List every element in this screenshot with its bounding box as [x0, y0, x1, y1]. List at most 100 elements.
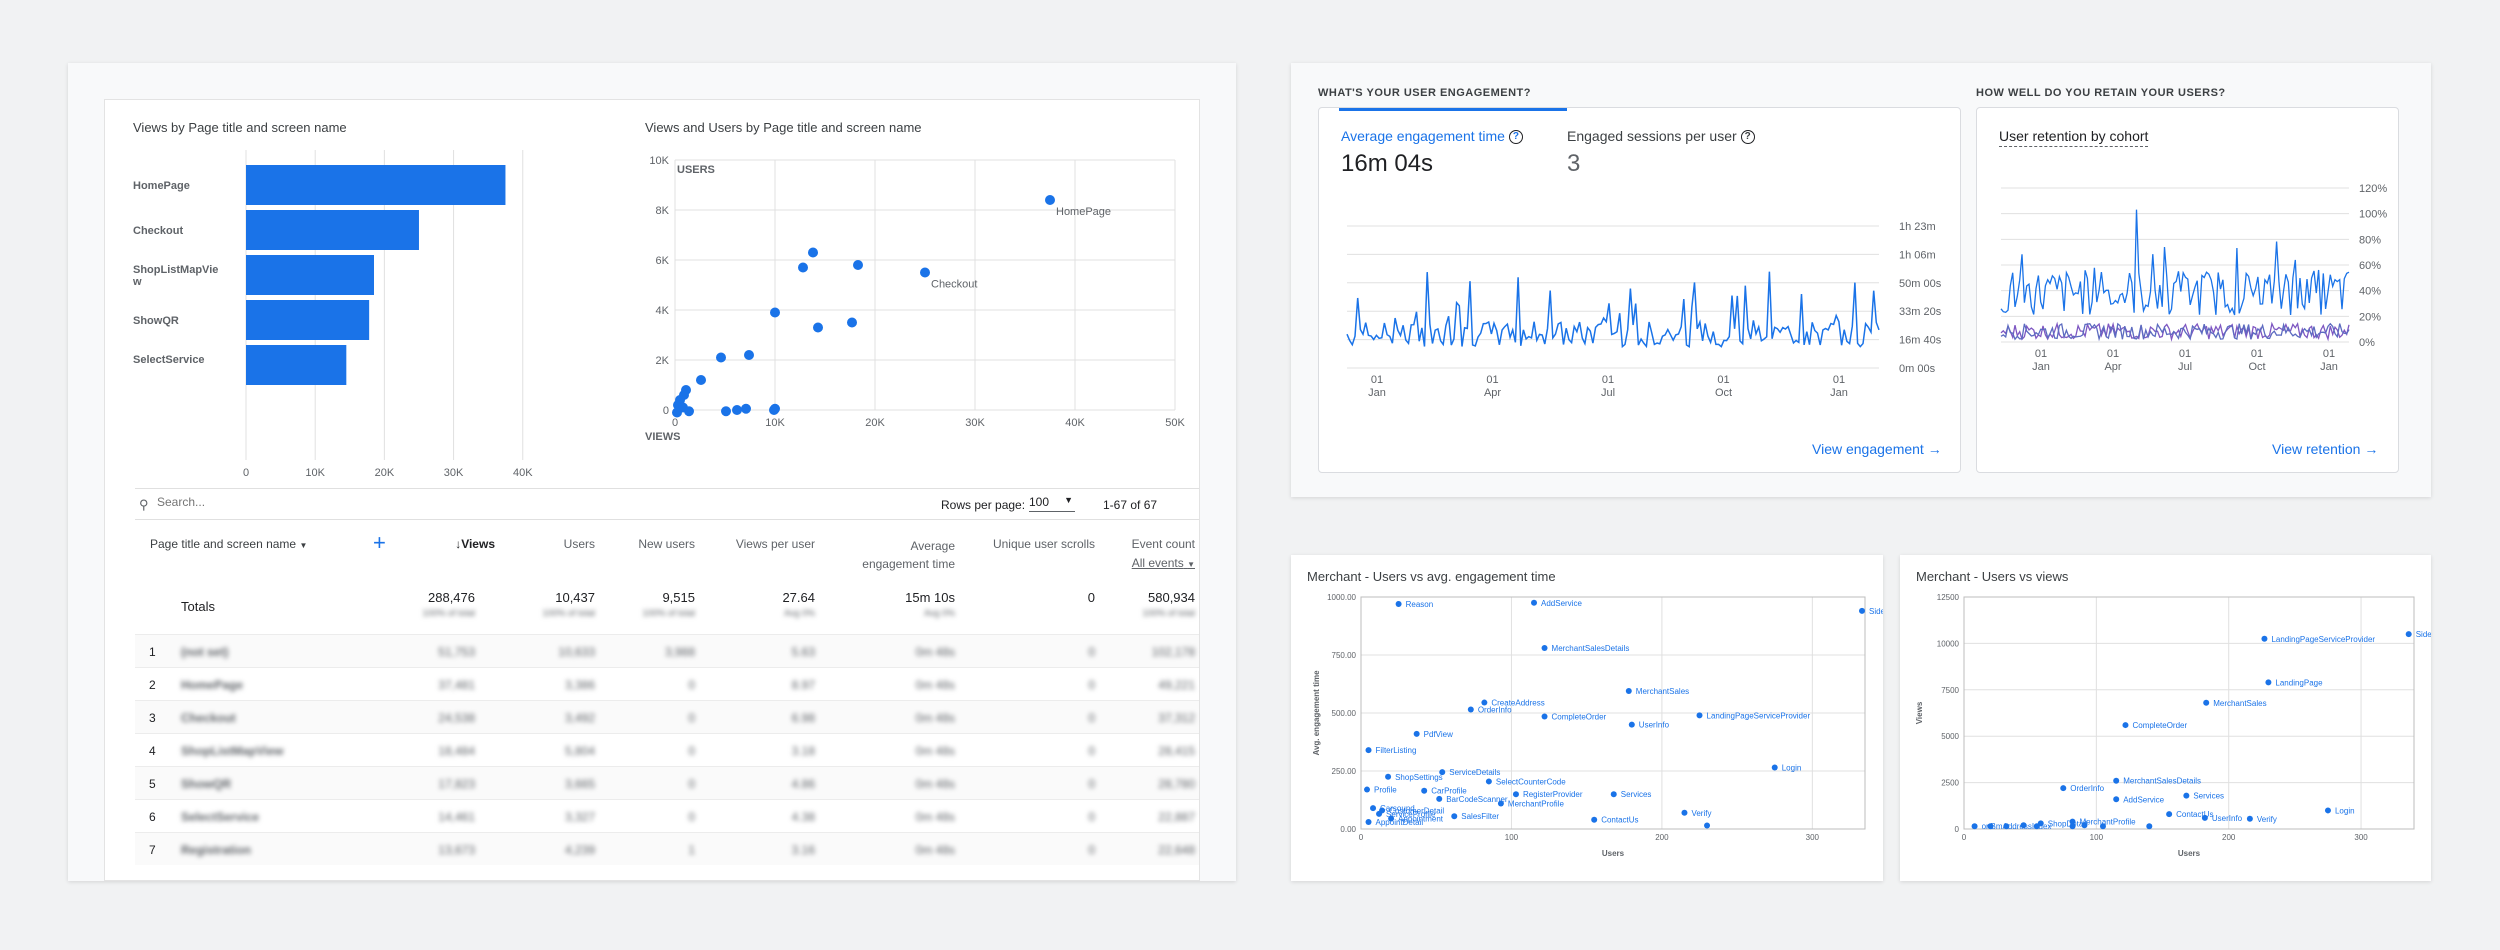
rows-per-page-select[interactable]: 100 ▼: [1029, 495, 1075, 512]
table-row[interactable]: 6 SelectService 14,461 3,327 0 4.38 0m 48s 0 22,…: [135, 799, 1199, 832]
scatter-point: [1421, 787, 1428, 794]
scatter-point: [769, 405, 779, 415]
totals-aet: 15m 10s: [905, 590, 955, 605]
search-icon: ⚲: [139, 497, 149, 512]
point-label: RegisterProvider: [1523, 790, 1583, 799]
x-tick-day: 01: [2323, 348, 2335, 360]
x-tick-month: Jan: [2320, 361, 2338, 373]
scatter-point: [1436, 795, 1443, 802]
help-icon[interactable]: ?: [1508, 130, 1523, 145]
scatter-point: [2261, 635, 2268, 642]
totals-new-users-sub: 100% of total: [642, 608, 695, 618]
x-tick-month: Jan: [1830, 387, 1848, 399]
event-filter-select[interactable]: All events ▼: [1131, 556, 1195, 570]
cell-aet: 0m 48s: [915, 810, 955, 824]
cell-users: 3,665: [564, 777, 595, 791]
cell-events: 102,178: [1151, 645, 1195, 659]
totals-new-users: 9,515: [662, 590, 695, 605]
column-header-users[interactable]: Users: [563, 537, 595, 551]
tab-engaged-sessions-value: 3: [1567, 150, 1581, 178]
add-dimension-icon[interactable]: +: [373, 530, 386, 555]
cell-scrolls: 0: [1088, 645, 1095, 659]
cell-users: 3,492: [564, 711, 595, 725]
y-tick-label: 6K: [656, 255, 670, 267]
y-tick-label: 8K: [656, 205, 670, 217]
x-axis-label: Users: [2178, 849, 2201, 858]
point-label: MerchantSales: [1636, 687, 1689, 696]
y-axis-label: Views: [1915, 701, 1924, 724]
scatter-point: [2033, 823, 2040, 830]
x-tick-month: Apr: [2104, 361, 2121, 373]
totals-vpu-sub: Avg 0%: [784, 608, 815, 618]
cell-page: (not set): [181, 645, 229, 659]
table-row[interactable]: 2 HomePage 37,481 3,386 0 8.97 0m 48s 0 49,221: [135, 667, 1199, 700]
table-row[interactable]: 3 Checkout 24,538 3,492 0 6.98 0m 48s 0 37,312: [135, 700, 1199, 733]
column-header-avg-engagement[interactable]: Average engagement time: [862, 539, 955, 571]
scatter-point: [672, 407, 682, 418]
table-row[interactable]: 7 Registration 13,673 4,239 1 3.16 0m 48s 0 22,6…: [135, 832, 1199, 865]
totals-views: 288,476: [428, 590, 475, 605]
x-tick-day: 01: [2107, 348, 2119, 360]
x-tick-label: 0: [1359, 833, 1364, 842]
column-header-scrolls[interactable]: Unique user scrolls: [992, 537, 1095, 551]
cell-page: ShopListMapView: [181, 744, 284, 758]
scatter-point: [1591, 816, 1598, 823]
x-tick-day: 01: [1602, 374, 1614, 386]
column-header-views-per-user[interactable]: Views per user: [735, 537, 815, 551]
table-row[interactable]: 4 ShopListMapView 18,484 5,804 0 3.18 0m 48s 0 2…: [135, 733, 1199, 766]
scatter-point: [1541, 645, 1548, 652]
scatter-point: [847, 317, 857, 328]
cell-views: 18,484: [438, 744, 475, 758]
dropdown-icon: ▼: [299, 541, 308, 550]
y-tick-label: 0: [1955, 825, 1960, 834]
bar-category-label: Checkout: [133, 225, 183, 237]
help-icon[interactable]: ?: [1740, 130, 1755, 145]
scatter-point: [920, 267, 930, 278]
search-input[interactable]: [157, 495, 557, 509]
x-tick-month: Jul: [1601, 387, 1615, 399]
cell-new_users: 1: [688, 843, 695, 857]
x-tick-label: 30K: [965, 417, 985, 429]
table-row[interactable]: 1 (not set) 51,753 10,633 3,988 5.63 0m 48s 0 10…: [135, 634, 1199, 667]
bar-chart-title: Views by Page title and screen name: [133, 120, 347, 135]
tab-avg-engagement[interactable]: Average engagement time? 16m 04s: [1341, 128, 1523, 178]
point-label: Verify: [1691, 809, 1711, 818]
x-tick-month: Apr: [1484, 387, 1501, 399]
scatter-point: [1628, 721, 1635, 728]
x-tick-month: Jul: [2178, 361, 2192, 373]
column-header-event-count[interactable]: Event count: [1131, 537, 1195, 551]
bar: [246, 165, 506, 205]
scatter-point: [2113, 796, 2120, 803]
x-tick-month: Oct: [1715, 387, 1732, 399]
x-tick-label: 300: [1806, 833, 1820, 842]
scatter-point: [684, 406, 694, 417]
point-label: Services: [1621, 790, 1652, 799]
column-header-page[interactable]: Page title and screen name ▼: [150, 537, 308, 551]
view-retention-link[interactable]: View retention →: [2272, 441, 2379, 457]
retention-card-title[interactable]: User retention by cohort: [1999, 128, 2149, 147]
tab-engaged-sessions[interactable]: Engaged sessions per user? 3: [1567, 128, 1755, 178]
x-tick-day: 01: [1717, 374, 1729, 386]
column-header-new-users[interactable]: New users: [638, 537, 695, 551]
cohort-line: [2000, 322, 2350, 342]
scatter-point: [1681, 809, 1688, 816]
cell-users: 3,386: [564, 678, 595, 692]
x-tick-month: Oct: [2248, 361, 2265, 373]
y-tick-label: 10000: [1937, 639, 1960, 648]
cell-events: 28,415: [1158, 744, 1195, 758]
cell-new_users: 3,988: [664, 645, 695, 659]
scatter-point: [1541, 713, 1548, 720]
cell-page: ShowQR: [181, 777, 231, 791]
table-row[interactable]: 5 ShowQR 17,823 3,665 0 4.86 0m 48s 0 28,780: [135, 766, 1199, 799]
view-engagement-link[interactable]: View engagement →: [1812, 441, 1942, 457]
scatter-point: [1531, 599, 1538, 606]
cell-views: 24,538: [438, 711, 475, 725]
point-label: UserInfo: [2212, 814, 2243, 823]
totals-views-sub: 100% of total: [422, 608, 475, 618]
x-tick-label: 40K: [1065, 417, 1085, 429]
column-header-views[interactable]: ↓Views: [455, 537, 495, 551]
point-label: SelectCounterCode: [1496, 777, 1566, 786]
point-label: MerchantProfile: [1508, 799, 1565, 808]
point-label: onBmAddressIndex: [1982, 822, 2052, 831]
active-tab-indicator: [1339, 108, 1567, 111]
